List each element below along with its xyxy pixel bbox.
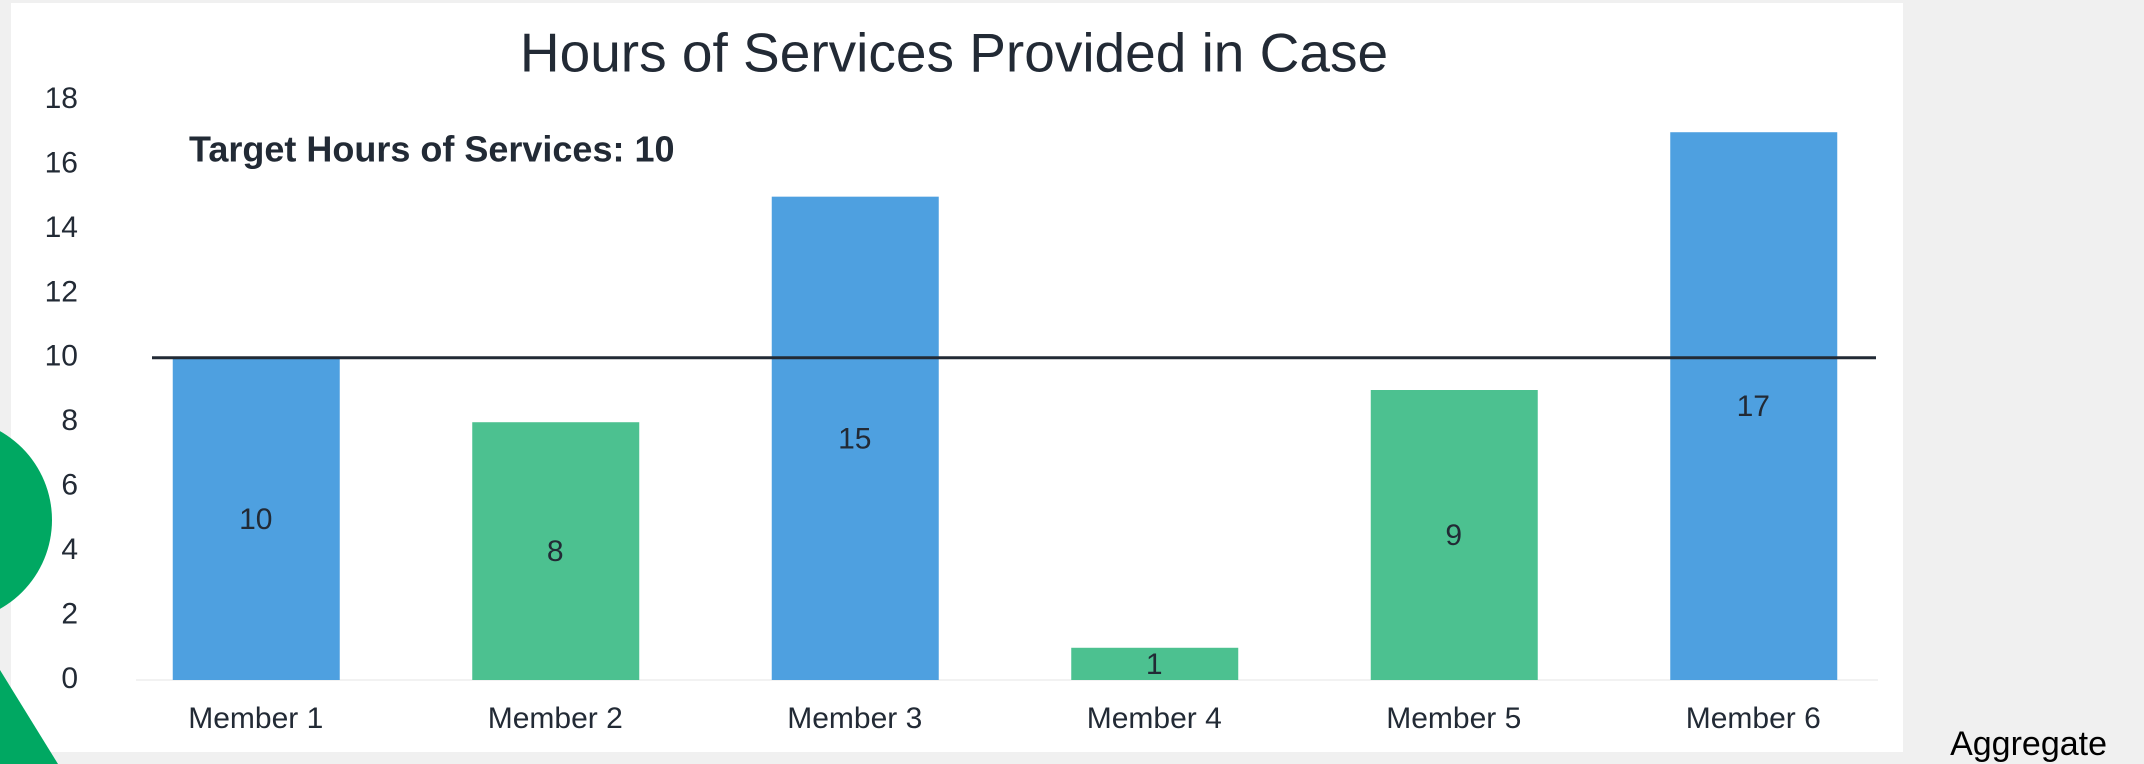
decor-circle [0, 431, 52, 609]
bar [1370, 390, 1538, 680]
value-label: 10 [239, 503, 272, 536]
bar [1670, 132, 1838, 680]
aggregate-label: Aggregate [1950, 725, 2107, 763]
x-tick-label: Member 2 [488, 702, 623, 735]
decor-triangle [0, 670, 58, 764]
x-tick-label: Member 6 [1686, 702, 1821, 735]
bar [172, 357, 340, 680]
chart-title: Hours of Services Provided in Case [520, 22, 1388, 84]
bar [472, 422, 640, 680]
y-tick-label: 4 [61, 533, 78, 566]
x-tick-label: Member 1 [188, 702, 323, 735]
value-label: 15 [838, 422, 871, 455]
x-tick-label: Member 4 [1087, 702, 1222, 735]
y-tick-label: 12 [45, 275, 78, 308]
value-label: 9 [1445, 519, 1462, 552]
y-tick-label: 10 [45, 340, 78, 373]
y-tick-label: 2 [61, 597, 78, 630]
y-tick-label: 0 [61, 662, 78, 695]
y-tick-label: 8 [61, 404, 78, 437]
y-tick-label: 6 [61, 469, 78, 502]
y-tick-label: 18 [45, 82, 78, 115]
value-label: 1 [1146, 648, 1163, 681]
bar [1071, 647, 1239, 680]
value-label: 8 [547, 535, 564, 568]
y-tick-label: 16 [45, 146, 78, 179]
annotation: Target Hours of Services: 10 [189, 129, 675, 170]
bar [771, 196, 939, 680]
y-tick-label: 14 [45, 211, 78, 244]
x-tick-label: Member 3 [787, 702, 922, 735]
x-tick-label: Member 5 [1386, 702, 1521, 735]
value-label: 17 [1737, 390, 1770, 423]
